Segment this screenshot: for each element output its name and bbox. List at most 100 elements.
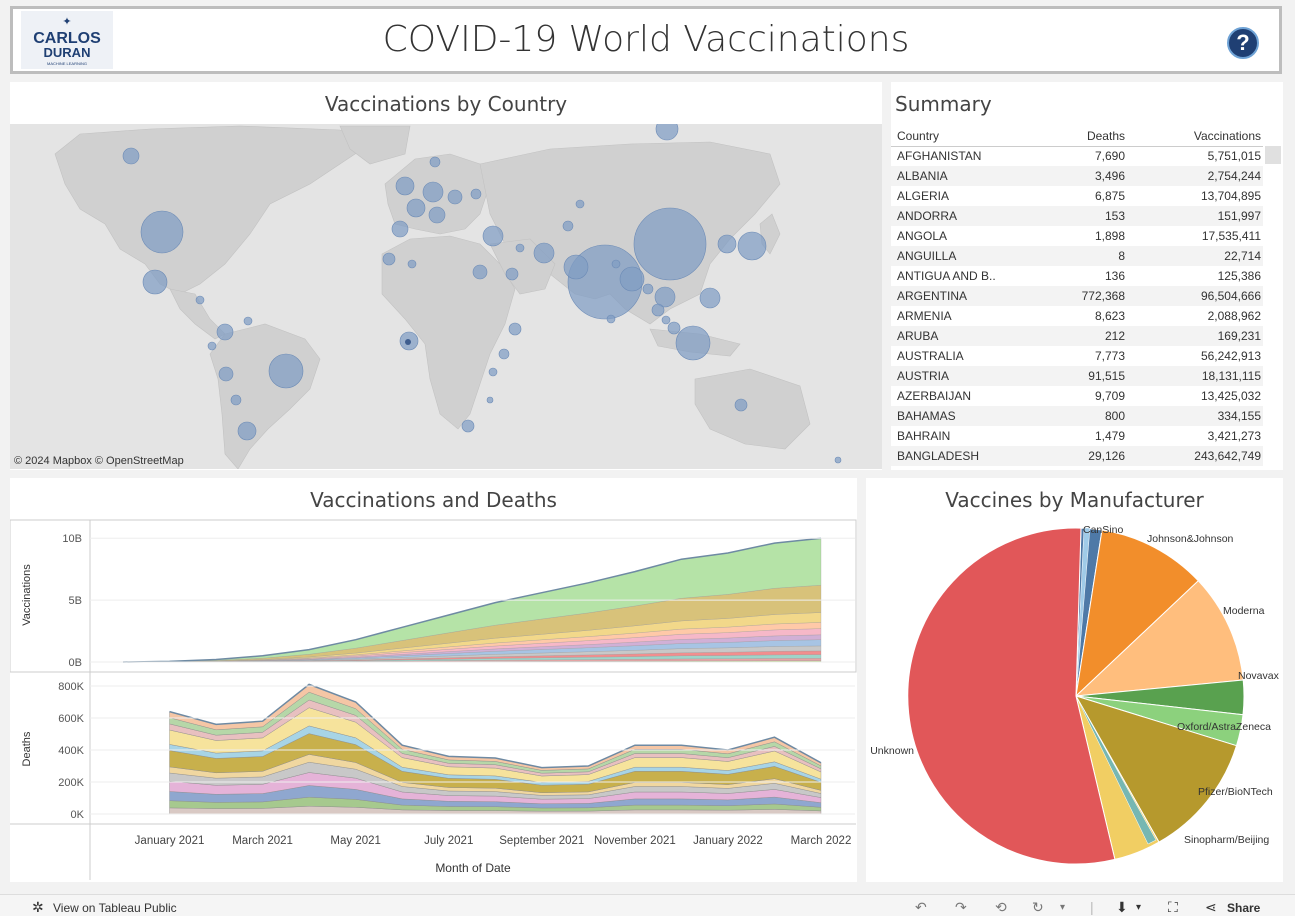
pie-slice-minor[interactable]	[1075, 527, 1091, 697]
download-icon[interactable]: ⬇	[1116, 899, 1128, 915]
table-row[interactable]: ANGOLA 1,898 17,535,411	[891, 226, 1263, 246]
bubble-germany[interactable]	[422, 181, 444, 203]
cell-vaccinations: 2,754,244	[1125, 166, 1263, 186]
bubble-egypt[interactable]	[472, 264, 488, 280]
cell-country: AFGHANISTAN	[897, 149, 982, 164]
table-row[interactable]: ALGERIA 6,875 13,704,895	[891, 186, 1263, 206]
bubble-drc[interactable]	[405, 339, 411, 345]
bubble-canada[interactable]	[122, 147, 140, 165]
redo-icon[interactable]: ↷	[955, 899, 967, 915]
table-row[interactable]: ALBANIA 3,496 2,754,244	[891, 166, 1263, 186]
bubble-france[interactable]	[406, 198, 426, 218]
bubble-south-africa[interactable]	[461, 419, 475, 433]
vaccinations-pane	[10, 519, 857, 673]
bubble-spain[interactable]	[391, 220, 409, 238]
table-row[interactable]: AUSTRALIA 7,773 56,242,913	[891, 346, 1263, 366]
refresh-menu-chevron-down-icon[interactable]: ▾	[1060, 902, 1066, 913]
bubble-philippines[interactable]	[699, 287, 721, 309]
bubble-pakistan[interactable]	[563, 254, 589, 280]
bubble-poland[interactable]	[447, 189, 463, 205]
bubble-sweden[interactable]	[429, 156, 441, 168]
bubble-morocco[interactable]	[382, 252, 396, 266]
table-row[interactable]: ARUBA 212 169,231	[891, 326, 1263, 346]
table-row[interactable]: AZERBAIJAN 9,709 13,425,032	[891, 386, 1263, 406]
table-row[interactable]: ANGUILLA 8 22,714	[891, 246, 1263, 266]
bubble-italy[interactable]	[428, 206, 446, 224]
table-row[interactable]: BAHAMAS 800 334,155	[891, 406, 1263, 426]
bubble-malaysia[interactable]	[667, 321, 681, 335]
bubble-venezuela[interactable]	[243, 316, 253, 326]
bubble-usa[interactable]	[140, 210, 184, 254]
bubble-russia[interactable]	[655, 117, 679, 141]
world-map[interactable]: © 2024 Mapbox © OpenStreetMap	[10, 117, 882, 470]
bubble-sri-lanka[interactable]	[606, 314, 616, 324]
bubble-ethiopia[interactable]	[508, 322, 522, 336]
table-row[interactable]: ARMENIA 8,623 2,088,962	[891, 306, 1263, 326]
refresh-icon[interactable]: ↻	[1032, 899, 1044, 915]
table-row[interactable]: AFGHANISTAN 7,690 5,751,015	[891, 146, 1263, 166]
map-credit: © 2024 Mapbox © OpenStreetMap	[14, 455, 184, 467]
pie-slice[interactable]	[1075, 529, 1200, 698]
bubble-mozambique[interactable]	[486, 396, 494, 404]
bubble-tanzania[interactable]	[488, 367, 498, 377]
bubble-saudi[interactable]	[505, 267, 519, 281]
column-header-deaths[interactable]: Deaths	[1041, 126, 1125, 147]
bubble-peru[interactable]	[218, 366, 234, 382]
bubble-argentina[interactable]	[237, 421, 257, 441]
bubble-myanmar[interactable]	[642, 283, 654, 295]
bubble-colombia[interactable]	[216, 323, 234, 341]
column-header-vaccinations[interactable]: Vaccinations	[1125, 126, 1263, 147]
bubble-ecuador[interactable]	[207, 341, 217, 351]
bubble-iran[interactable]	[533, 242, 555, 264]
table-row[interactable]: BANGLADESH 29,126 243,642,749	[891, 446, 1263, 466]
bubble-algeria[interactable]	[407, 259, 417, 269]
table-row[interactable]: AUSTRIA 91,515 18,131,115	[891, 366, 1263, 386]
bubble-mexico[interactable]	[142, 269, 168, 295]
bubble-turkey[interactable]	[482, 225, 504, 247]
question-icon[interactable]: ?	[1227, 27, 1259, 59]
bubble-korea[interactable]	[717, 234, 737, 254]
vaccinations-deaths-chart[interactable]: 0B 5B 10B Vaccinations 0K 200K 400K 600K 800K Dea…	[10, 518, 857, 882]
bubble-cuba[interactable]	[195, 295, 205, 305]
pie-slice-minor[interactable]	[1075, 695, 1157, 845]
table-row[interactable]: ANDORRA 153 151,997	[891, 206, 1263, 226]
manufacturer-pie-chart[interactable]: CanSino Johnson&Johnson Moderna Novavax Oxfo…	[866, 518, 1283, 882]
bubble-bangladesh[interactable]	[619, 266, 645, 292]
page-title: COVID-19 World Vaccinations	[382, 19, 910, 60]
pie-slice[interactable]	[1074, 695, 1238, 843]
view-on-tableau-link[interactable]: View on Tableau Public	[53, 901, 177, 915]
cell-country: AUSTRIA	[891, 366, 1041, 386]
bubble-cambodia[interactable]	[661, 315, 671, 325]
bubble-thailand[interactable]	[651, 303, 665, 317]
bubble-brazil[interactable]	[268, 353, 304, 389]
bubble-uzbekistan[interactable]	[562, 220, 574, 232]
share-icon[interactable]: ⋖	[1205, 899, 1217, 915]
bubble-chile[interactable]	[230, 394, 242, 406]
download-chevron-down-icon[interactable]: ▾	[1136, 902, 1142, 913]
bubble-kenya[interactable]	[498, 348, 510, 360]
table-row[interactable]: BAHRAIN 1,479 3,421,273	[891, 426, 1263, 446]
bubble-indonesia[interactable]	[675, 325, 711, 361]
cell-country: BANGLADESH	[891, 446, 1041, 466]
pie-slice[interactable]	[907, 527, 1116, 865]
bubble-uk[interactable]	[395, 176, 415, 196]
table-row[interactable]: ARGENTINA 772,368 96,504,666	[891, 286, 1263, 306]
revert-icon[interactable]: ⟲	[995, 899, 1007, 915]
table-row[interactable]: ANTIGUA AND B.. 136 125,386	[891, 266, 1263, 286]
bubble-nepal[interactable]	[611, 259, 621, 269]
undo-icon[interactable]: ↶	[915, 899, 927, 915]
fullscreen-icon[interactable]: ⛶	[1168, 899, 1178, 915]
bubble-kazakhstan[interactable]	[575, 199, 585, 209]
bubble-vietnam[interactable]	[654, 286, 676, 308]
share-button[interactable]: Share	[1227, 901, 1261, 915]
bubble-nz[interactable]	[834, 456, 842, 464]
deaths-y-label: Deaths	[21, 731, 33, 766]
bubble-iraq[interactable]	[515, 243, 525, 253]
column-header-country[interactable]: Country	[891, 126, 1041, 147]
bubble-japan[interactable]	[737, 231, 767, 261]
bubble-ukraine[interactable]	[470, 188, 482, 200]
pie-slice[interactable]	[1074, 580, 1244, 697]
table-scrollbar[interactable]	[1265, 146, 1281, 164]
bubble-australia[interactable]	[734, 398, 748, 412]
bubble-china[interactable]	[633, 207, 707, 281]
